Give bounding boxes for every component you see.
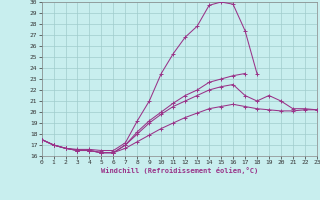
X-axis label: Windchill (Refroidissement éolien,°C): Windchill (Refroidissement éolien,°C) — [100, 167, 258, 174]
